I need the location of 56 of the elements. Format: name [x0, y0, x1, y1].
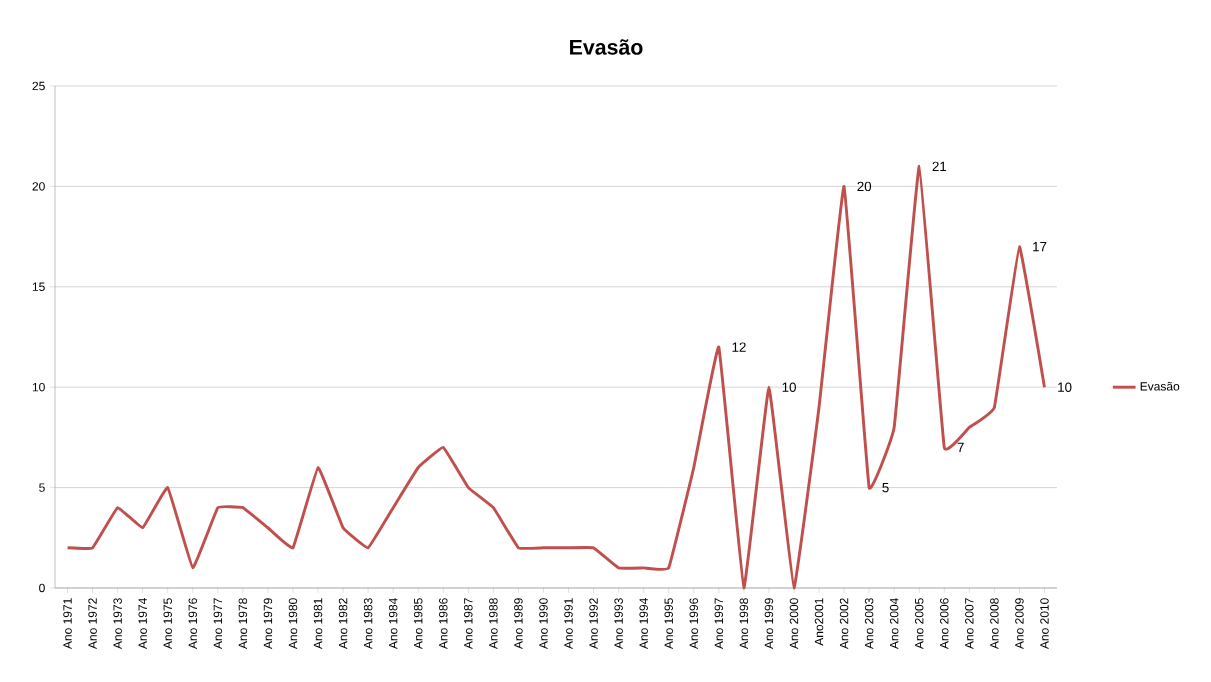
x-tick-label: Ano 1990 [539, 598, 548, 650]
x-tick-label: Ano 1986 [439, 598, 448, 650]
x-tick-label: Ano 1977 [213, 598, 223, 650]
x-tick-label: Ano 1993 [614, 598, 623, 650]
x-tick-label: Ano 1974 [138, 598, 147, 650]
x-tick-label: Ano 2007 [965, 598, 974, 650]
x-tick-label: Ano 1996 [689, 598, 699, 650]
x-tick-label: Ano 1994 [639, 598, 648, 650]
x-tick-label: Ano 2005 [914, 598, 924, 650]
x-tick-label: Ano 1976 [188, 598, 198, 650]
x-tick-label: Ano 1971 [63, 598, 72, 650]
data-label: 17 [1033, 242, 1047, 252]
x-tick-label: Ano 2003 [864, 598, 874, 650]
x-tick-label: Ano 1975 [163, 598, 172, 650]
x-tick-label: Ano 1979 [263, 598, 273, 650]
legend-label: Evasão [1140, 381, 1180, 391]
x-tick-label: Ano 2010 [1040, 598, 1049, 650]
x-tick-label: Ano2001 [814, 598, 824, 646]
x-tick-label: Ano 2002 [839, 598, 849, 650]
x-tick-label: Ano 1995 [664, 598, 673, 650]
y-tick-label: 10 [32, 382, 45, 392]
x-tick-label: Ano 1998 [739, 598, 749, 650]
x-tick-label: Ano 2006 [940, 598, 949, 650]
x-tick-label: Ano 2000 [789, 598, 799, 650]
x-tick-label: Ano 1980 [288, 598, 298, 650]
x-tick-label: Ano 1982 [338, 598, 348, 650]
x-tick-label: Ano 1972 [88, 598, 97, 650]
x-tick-label: Ano 1973 [113, 598, 122, 650]
x-tick-label: Ano 1987 [464, 598, 473, 650]
data-label: 10 [782, 382, 796, 392]
x-tick-label: Ano 1997 [714, 598, 724, 650]
x-tick-label: Ano 2008 [990, 598, 999, 650]
data-label: 20 [857, 181, 872, 192]
data-label: 21 [932, 161, 947, 171]
y-tick-label: 5 [39, 483, 45, 492]
chart-title: Evasão [570, 39, 643, 55]
x-tick-label: Ano 1984 [388, 598, 398, 650]
x-tick-label: Ano 2004 [889, 598, 899, 650]
x-tick-label: Ano 1992 [589, 598, 598, 650]
x-tick-label: Ano 1988 [489, 598, 498, 650]
x-tick-label: Ano 1989 [514, 598, 523, 650]
data-label: 12 [732, 342, 746, 352]
x-tick-label: Ano 1999 [764, 598, 774, 650]
x-tick-label: Ano 1981 [313, 598, 323, 650]
y-tick-label: 20 [32, 182, 45, 191]
y-tick-label: 0 [39, 583, 45, 593]
data-label: 10 [1058, 382, 1072, 392]
x-tick-label: Ano 1978 [238, 598, 248, 650]
data-label: 5 [882, 482, 889, 493]
y-tick-label: 15 [32, 282, 45, 291]
y-tick-label: 25 [32, 81, 45, 91]
data-label: 7 [957, 442, 964, 453]
x-tick-label: Ano 2009 [1015, 598, 1024, 650]
x-tick-label: Ano 1991 [564, 598, 573, 650]
x-tick-label: Ano 1983 [363, 598, 373, 650]
x-tick-label: Ano 1985 [413, 598, 423, 650]
